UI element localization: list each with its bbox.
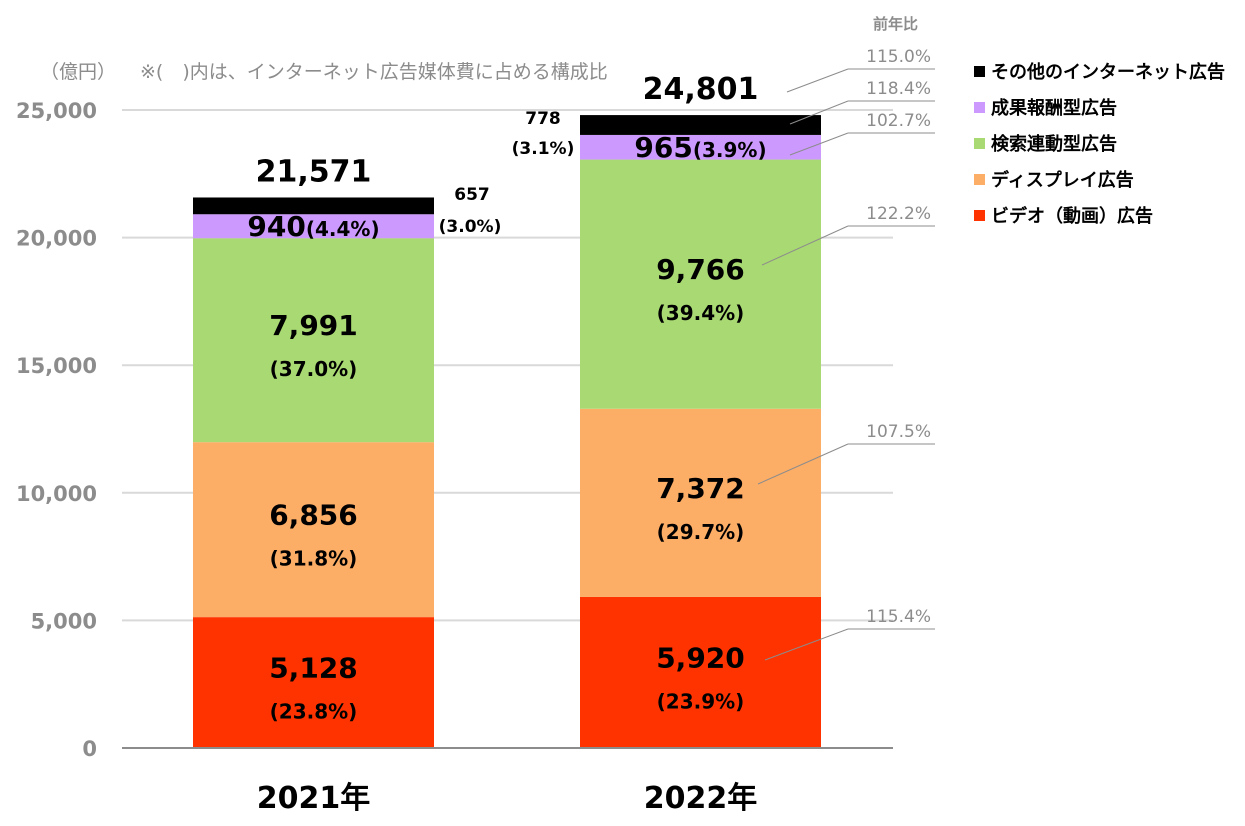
segment-value: 940 <box>247 210 305 243</box>
legend-label: ビデオ（動画）広告 <box>991 205 1153 227</box>
bar-segment <box>193 617 434 748</box>
bar-segment <box>580 134 821 160</box>
legend-label: その他のインターネット広告 <box>991 61 1225 83</box>
x-category-label: 2022年 <box>644 781 758 816</box>
yoy-label: 118.4% <box>866 79 931 99</box>
legend-label: 検索連動型広告 <box>991 133 1117 155</box>
segment-share-label: (29.7%) <box>657 520 745 544</box>
yoy-label: 115.4% <box>866 607 931 627</box>
segment-share-label: (37.0%) <box>270 357 358 381</box>
total-label: 21,571 <box>256 155 372 190</box>
y-tick-label: 15,000 <box>16 354 97 378</box>
segment-share-label: (3.1%) <box>512 139 575 159</box>
segment-share-label: (23.8%) <box>270 700 358 724</box>
bars <box>193 115 821 748</box>
bar-segment <box>193 214 434 239</box>
bar-segment <box>580 596 821 748</box>
segment-value-label: 940(4.4%) <box>247 210 379 243</box>
yoy-annotations: 115.0% 118.4% 102.7% 122.2% 107.5% 115.4% <box>757 47 935 661</box>
yoy-label: 122.2% <box>866 204 931 224</box>
data-labels: 5,128 (23.8%) 5,920 (23.9%) 6,856 (31.8%) 7,37… <box>247 72 766 723</box>
legend-swatch <box>974 138 985 149</box>
y-tick-label: 25,000 <box>16 99 97 123</box>
unit-note: （億円） <box>40 61 116 83</box>
segment-value-label: 7,991 <box>269 309 358 342</box>
segment-share: (4.4%) <box>306 217 380 241</box>
segment-share-label: (39.4%) <box>657 301 745 325</box>
bar-segment <box>580 408 821 597</box>
segment-share: (3.9%) <box>693 138 767 162</box>
segment-value-label: 5,128 <box>269 652 358 685</box>
yoy-label: 102.7% <box>866 111 931 131</box>
segment-value-label: 965(3.9%) <box>634 131 766 164</box>
y-tick-label: 20,000 <box>16 227 97 251</box>
leader-line <box>764 628 849 661</box>
bar-segment <box>580 159 821 409</box>
bar-segment <box>580 115 821 135</box>
segment-value-label: 778 <box>525 109 561 129</box>
yoy-header: 前年比 <box>873 15 918 33</box>
yoy-label: 115.0% <box>866 47 931 67</box>
y-tick-label: 10,000 <box>16 482 97 506</box>
leader-line <box>761 225 849 266</box>
segment-value: 965 <box>634 131 692 164</box>
yoy-label: 107.5% <box>866 422 931 442</box>
x-category-label: 2021年 <box>257 781 371 816</box>
leader-line <box>757 443 849 485</box>
legend: その他のインターネット広告成果報酬型広告検索連動型広告ディスプレイ広告ビデオ（動… <box>974 61 1225 227</box>
bar-segment <box>193 238 434 443</box>
segment-value-label: 657 <box>454 185 490 205</box>
y-tick-label: 5,000 <box>31 609 97 633</box>
legend-swatch <box>974 66 985 77</box>
legend-label: 成果報酬型広告 <box>991 97 1117 119</box>
leader-line <box>786 68 849 93</box>
bar-segment <box>193 197 434 215</box>
segment-share-label: (3.0%) <box>439 217 502 237</box>
y-axis: 0 5,000 10,000 15,000 20,000 25,000 2021年 2022年 <box>16 99 893 816</box>
legend-swatch <box>974 102 985 113</box>
segment-value-label: 6,856 <box>269 499 358 532</box>
legend-swatch <box>974 210 985 221</box>
segment-value-label: 5,920 <box>656 641 745 674</box>
y-tick-label: 0 <box>82 737 97 761</box>
composition-note: ※( )内は、インターネット広告媒体費に占める構成比 <box>140 61 608 83</box>
leader-line <box>789 100 849 125</box>
segment-share-label: (31.8%) <box>270 547 358 571</box>
segment-share-label: (23.9%) <box>657 689 745 713</box>
legend-swatch <box>974 174 985 185</box>
segment-value-label: 9,766 <box>656 253 745 286</box>
leader-line <box>789 132 849 156</box>
total-label: 24,801 <box>643 72 759 107</box>
bar-segment <box>193 442 434 618</box>
legend-label: ディスプレイ広告 <box>991 169 1134 191</box>
segment-value-label: 7,372 <box>656 472 745 505</box>
